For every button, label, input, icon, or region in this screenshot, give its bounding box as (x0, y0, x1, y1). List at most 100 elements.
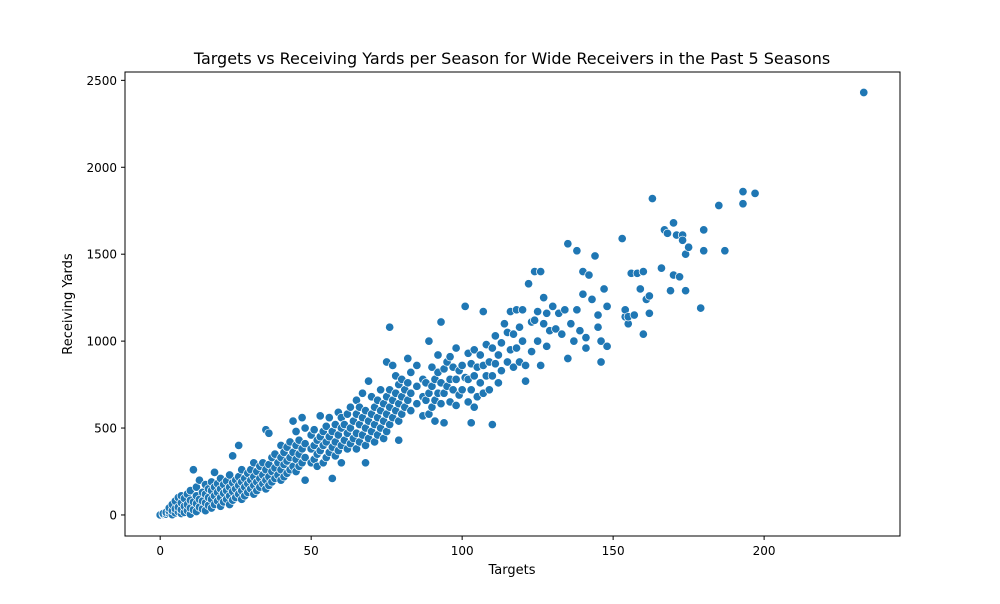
data-point (644, 291, 654, 301)
data-point (309, 425, 319, 435)
data-point (508, 329, 519, 339)
data-point (487, 371, 497, 381)
data-point (596, 357, 606, 367)
data-point (593, 310, 603, 320)
data-point (699, 225, 709, 235)
data-point (406, 406, 416, 416)
data-point (490, 331, 500, 341)
data-point (475, 350, 485, 360)
data-point (363, 376, 374, 386)
data-point (300, 439, 310, 449)
data-point (225, 470, 235, 480)
data-point (617, 234, 627, 244)
data-point (502, 357, 512, 367)
data-point (427, 362, 437, 372)
data-point (596, 336, 606, 346)
data-point (696, 303, 706, 313)
data-point (602, 301, 612, 311)
data-point (656, 263, 666, 273)
data-point (675, 272, 685, 282)
data-point (524, 279, 534, 289)
data-point (593, 322, 603, 332)
data-point (581, 343, 591, 353)
data-point (436, 399, 446, 409)
data-point (493, 350, 503, 360)
data-point (357, 388, 368, 398)
data-point (478, 307, 488, 317)
x-tick-label: 150 (602, 544, 625, 558)
y-tick-label: 2000 (86, 161, 117, 175)
data-point (424, 336, 434, 346)
y-tick-label: 2500 (86, 74, 117, 88)
data-point (681, 286, 691, 296)
data-point (511, 343, 522, 353)
data-point (536, 267, 546, 277)
data-point (859, 87, 869, 98)
data-point (496, 366, 506, 376)
data-point (587, 294, 597, 304)
data-point (581, 333, 591, 343)
data-point (599, 284, 609, 294)
data-point (430, 416, 440, 426)
data-point (521, 360, 531, 371)
data-point (530, 315, 540, 325)
data-point (508, 362, 519, 372)
data-point (300, 475, 310, 485)
data-point (327, 473, 337, 484)
data-point (714, 200, 724, 211)
data-point (590, 251, 600, 261)
data-point (412, 399, 422, 409)
data-point (738, 187, 748, 197)
data-point (678, 235, 688, 245)
data-point (300, 423, 310, 433)
data-point (457, 360, 467, 371)
data-point (376, 385, 386, 395)
data-point (451, 374, 461, 384)
data-point (569, 336, 579, 346)
data-point (406, 367, 416, 377)
data-point (412, 360, 422, 371)
data-point (469, 402, 479, 412)
data-point (209, 467, 220, 477)
data-point (662, 228, 673, 238)
x-tick-label: 100 (451, 544, 474, 558)
data-point (638, 267, 648, 277)
data-point (466, 418, 476, 428)
data-point (514, 322, 525, 332)
data-point (578, 289, 588, 299)
data-point (563, 239, 573, 249)
data-point (533, 336, 543, 346)
data-point (602, 341, 612, 351)
data-point (385, 322, 395, 332)
data-point (699, 246, 709, 256)
data-point (584, 270, 594, 280)
data-point (572, 305, 582, 315)
data-point (521, 376, 531, 386)
data-point (487, 343, 497, 353)
x-tick-label: 0 (156, 544, 164, 558)
data-point (463, 397, 473, 407)
x-tick-label: 200 (753, 544, 776, 558)
plot-frame (124, 71, 901, 537)
data-point (439, 418, 449, 428)
y-tick-label: 1000 (86, 335, 117, 349)
y-tick-label: 1500 (86, 248, 117, 262)
data-point (469, 371, 479, 381)
data-point (563, 353, 573, 364)
data-point (551, 324, 561, 334)
data-point (264, 428, 274, 438)
data-point (542, 308, 552, 318)
data-point (403, 378, 413, 388)
data-point (484, 385, 494, 395)
data-point (234, 440, 244, 450)
data-point (499, 319, 509, 329)
data-point (490, 359, 500, 369)
data-point (644, 308, 654, 318)
data-point (496, 338, 506, 348)
data-point (527, 346, 537, 357)
data-point (457, 385, 467, 395)
data-point (436, 317, 446, 327)
data-point (533, 307, 543, 317)
